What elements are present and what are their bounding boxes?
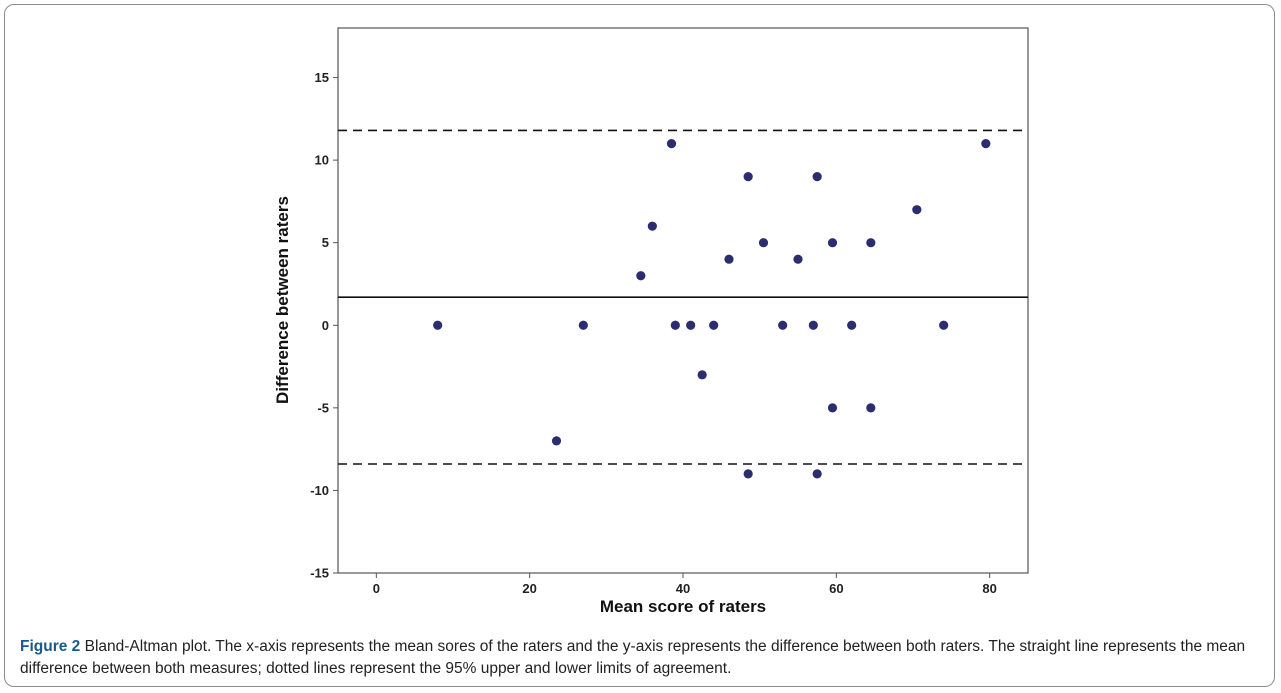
data-point bbox=[743, 469, 753, 479]
data-points bbox=[433, 139, 991, 479]
data-point bbox=[697, 370, 707, 380]
data-point bbox=[812, 469, 822, 479]
data-point bbox=[578, 320, 588, 330]
data-point bbox=[743, 172, 753, 182]
data-point bbox=[551, 436, 562, 446]
data-point bbox=[686, 320, 696, 330]
figure-frame bbox=[4, 4, 1275, 687]
plot-area bbox=[337, 27, 1029, 574]
reference-lines bbox=[338, 129, 1028, 465]
data-point bbox=[866, 403, 876, 413]
x-tick-label: 0 bbox=[373, 581, 380, 596]
data-point bbox=[827, 238, 838, 248]
x-tick-label: 60 bbox=[829, 581, 843, 596]
y-tick-label: -15 bbox=[310, 566, 329, 581]
data-point bbox=[647, 221, 657, 231]
data-point bbox=[847, 320, 857, 330]
x-axis-title: Mean score of raters bbox=[600, 597, 766, 616]
data-point bbox=[778, 320, 788, 330]
data-point bbox=[433, 320, 443, 330]
y-tick-label: -5 bbox=[317, 400, 329, 415]
data-point bbox=[827, 403, 838, 413]
data-point bbox=[939, 320, 949, 330]
figure-caption: Figure 2 Bland-Altman plot. The x-axis r… bbox=[20, 636, 1260, 680]
y-tick-label: -10 bbox=[310, 483, 329, 498]
y-axis-ticks: -15 -10 -5 0 5 10 15 bbox=[310, 70, 338, 581]
data-point bbox=[724, 254, 734, 264]
x-tick-label: 20 bbox=[522, 581, 536, 596]
bland-altman-chart: 0 20 40 60 80 -15 -10 -5 0 5 10 15 Mean score of r… bbox=[273, 27, 1029, 616]
y-tick-label: 0 bbox=[322, 318, 329, 333]
data-point bbox=[812, 172, 822, 182]
figure-label: Figure 2 bbox=[20, 638, 81, 655]
data-point bbox=[808, 320, 818, 330]
x-tick-label: 40 bbox=[676, 581, 690, 596]
figure-caption-text: Bland-Altman plot. The x-axis represents… bbox=[20, 638, 1246, 677]
data-point bbox=[793, 254, 803, 264]
data-point bbox=[758, 238, 769, 248]
data-point bbox=[666, 139, 677, 149]
data-point bbox=[981, 139, 991, 149]
x-axis-ticks: 0 20 40 60 80 bbox=[373, 573, 997, 596]
x-tick-label: 80 bbox=[982, 581, 996, 596]
y-tick-label: 15 bbox=[315, 70, 329, 85]
data-point bbox=[912, 205, 922, 215]
data-point bbox=[866, 238, 876, 248]
data-point bbox=[709, 320, 719, 330]
y-tick-label: 5 bbox=[322, 235, 329, 250]
data-point bbox=[636, 271, 646, 281]
y-tick-label: 10 bbox=[315, 153, 329, 168]
data-point bbox=[670, 320, 680, 330]
y-axis-title: Difference between raters bbox=[273, 196, 292, 404]
